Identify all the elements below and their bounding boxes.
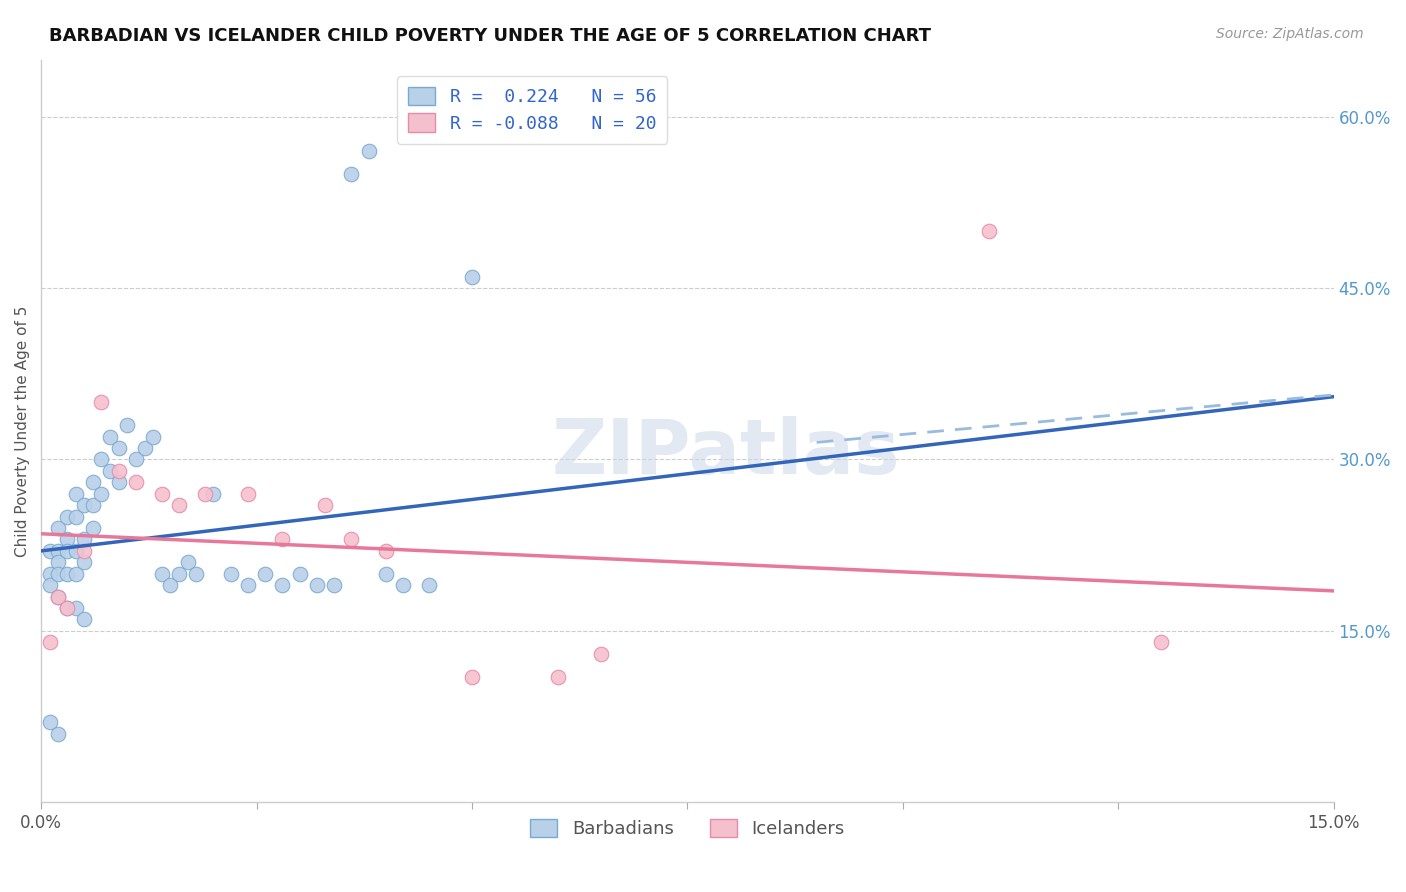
Barbadians <box>323 578 346 592</box>
Icelanders <box>547 670 569 684</box>
Barbadians <box>56 601 79 615</box>
Barbadians <box>186 566 208 581</box>
Barbadians <box>340 167 363 181</box>
Barbadians <box>461 269 484 284</box>
Barbadians <box>65 544 87 558</box>
Y-axis label: Child Poverty Under the Age of 5: Child Poverty Under the Age of 5 <box>15 305 30 557</box>
Barbadians <box>134 441 156 455</box>
Icelanders <box>591 647 613 661</box>
Barbadians <box>73 555 96 569</box>
Barbadians <box>65 509 87 524</box>
Text: ZIPatlas: ZIPatlas <box>551 417 900 491</box>
Text: Source: ZipAtlas.com: Source: ZipAtlas.com <box>1216 27 1364 41</box>
Barbadians <box>38 578 60 592</box>
Icelanders <box>977 224 1000 238</box>
Icelanders <box>167 498 190 512</box>
Barbadians <box>305 578 328 592</box>
Barbadians <box>288 566 311 581</box>
Barbadians <box>82 521 104 535</box>
Barbadians <box>167 566 190 581</box>
Icelanders <box>340 533 363 547</box>
Barbadians <box>150 566 173 581</box>
Barbadians <box>73 612 96 626</box>
Barbadians <box>46 555 69 569</box>
Barbadians <box>46 521 69 535</box>
Icelanders <box>461 670 484 684</box>
Barbadians <box>56 533 79 547</box>
Barbadians <box>38 544 60 558</box>
Barbadians <box>271 578 294 592</box>
Barbadians <box>107 441 129 455</box>
Icelanders <box>314 498 336 512</box>
Barbadians <box>418 578 440 592</box>
Barbadians <box>202 487 225 501</box>
Barbadians <box>392 578 415 592</box>
Barbadians <box>73 533 96 547</box>
Barbadians <box>117 418 139 433</box>
Icelanders <box>56 601 79 615</box>
Barbadians <box>142 430 165 444</box>
Barbadians <box>107 475 129 490</box>
Barbadians <box>38 566 60 581</box>
Barbadians <box>357 144 380 158</box>
Icelanders <box>125 475 148 490</box>
Barbadians <box>254 566 277 581</box>
Icelanders <box>1150 635 1173 649</box>
Barbadians <box>374 566 396 581</box>
Icelanders <box>73 544 96 558</box>
Barbadians <box>46 544 69 558</box>
Barbadians <box>219 566 242 581</box>
Barbadians <box>98 430 121 444</box>
Barbadians <box>73 498 96 512</box>
Text: BARBADIAN VS ICELANDER CHILD POVERTY UNDER THE AGE OF 5 CORRELATION CHART: BARBADIAN VS ICELANDER CHILD POVERTY UND… <box>49 27 931 45</box>
Barbadians <box>46 566 69 581</box>
Icelanders <box>107 464 129 478</box>
Barbadians <box>56 544 79 558</box>
Barbadians <box>82 475 104 490</box>
Icelanders <box>194 487 217 501</box>
Legend: Barbadians, Icelanders: Barbadians, Icelanders <box>523 812 852 846</box>
Icelanders <box>150 487 173 501</box>
Barbadians <box>56 509 79 524</box>
Barbadians <box>38 715 60 730</box>
Barbadians <box>46 590 69 604</box>
Barbadians <box>65 487 87 501</box>
Icelanders <box>236 487 259 501</box>
Barbadians <box>90 452 112 467</box>
Barbadians <box>159 578 181 592</box>
Barbadians <box>98 464 121 478</box>
Icelanders <box>46 590 69 604</box>
Barbadians <box>82 498 104 512</box>
Barbadians <box>90 487 112 501</box>
Barbadians <box>125 452 148 467</box>
Barbadians <box>65 566 87 581</box>
Icelanders <box>374 544 396 558</box>
Barbadians <box>46 727 69 741</box>
Icelanders <box>38 635 60 649</box>
Barbadians <box>56 566 79 581</box>
Barbadians <box>65 601 87 615</box>
Icelanders <box>271 533 294 547</box>
Icelanders <box>90 395 112 409</box>
Barbadians <box>176 555 198 569</box>
Barbadians <box>236 578 259 592</box>
